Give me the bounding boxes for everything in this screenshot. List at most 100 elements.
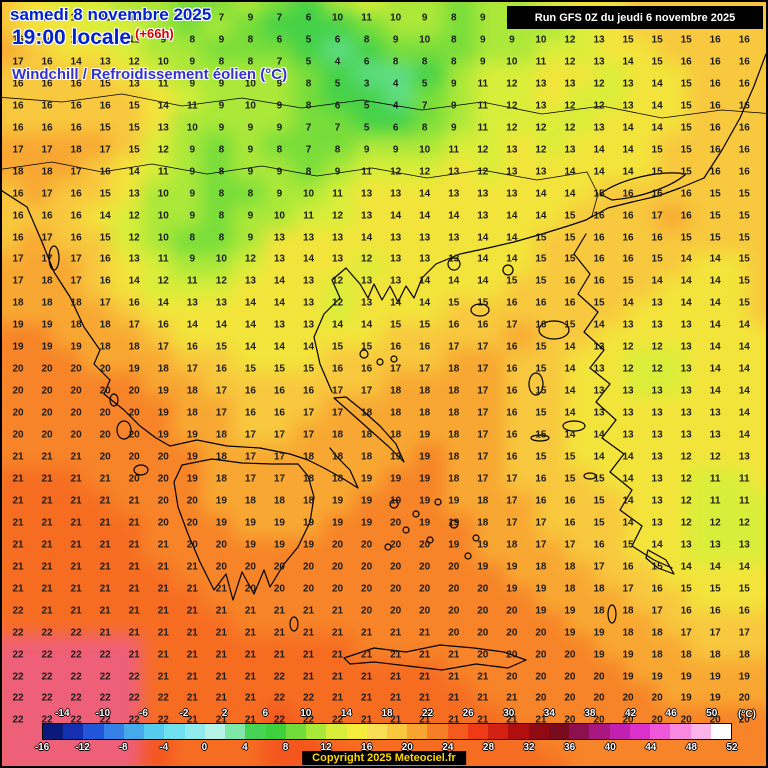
temp-value: 13 xyxy=(738,451,750,463)
temp-value: 21 xyxy=(99,539,111,551)
temp-value: 18 xyxy=(593,583,605,595)
temp-value: 18 xyxy=(70,144,82,156)
temp-value: 12 xyxy=(419,166,431,178)
temp-value: 12 xyxy=(506,100,518,112)
temp-value: 16 xyxy=(738,166,750,178)
field-cell xyxy=(171,348,203,373)
temp-value: 8 xyxy=(189,232,196,243)
temp-value: 21 xyxy=(273,605,285,617)
temp-value: 10 xyxy=(302,188,315,200)
temp-value: 20 xyxy=(157,495,169,507)
temp-value: 8 xyxy=(421,56,428,68)
temp-value: 16 xyxy=(738,122,750,134)
field-cell xyxy=(535,133,566,158)
temp-value: 14 xyxy=(564,407,576,419)
field-cell xyxy=(141,395,172,420)
temp-value: 21 xyxy=(157,649,169,661)
field-cell xyxy=(596,348,627,373)
field-cell xyxy=(687,228,718,253)
temp-value: 14 xyxy=(99,210,111,222)
temp-value: 10 xyxy=(244,100,256,112)
temp-value: 20 xyxy=(41,363,53,375)
temp-value: 8 xyxy=(218,188,225,200)
temp-value: 13 xyxy=(535,166,547,178)
temp-value: 9 xyxy=(450,122,457,134)
temp-value: 13 xyxy=(622,78,634,90)
field-cell xyxy=(383,252,415,277)
field-cell xyxy=(232,300,263,325)
temp-value: 14 xyxy=(651,78,663,90)
field-cell xyxy=(596,228,627,253)
field-cell xyxy=(474,276,506,301)
field-cell xyxy=(50,2,81,14)
temp-value: 14 xyxy=(564,385,576,397)
temp-value: 15 xyxy=(535,451,547,463)
field-cell xyxy=(656,204,688,229)
temp-value: 20 xyxy=(41,407,53,419)
temp-value: 13 xyxy=(448,232,460,243)
temp-value: 5 xyxy=(363,100,370,112)
field-cell xyxy=(80,395,112,420)
temp-value: 15 xyxy=(477,297,489,309)
field-cell xyxy=(293,13,324,38)
field-cell xyxy=(505,348,536,373)
field-cell xyxy=(474,300,506,325)
field-cell xyxy=(2,61,21,86)
temp-value: 11 xyxy=(332,188,343,200)
field-cell xyxy=(232,276,263,301)
temp-value: 15 xyxy=(593,188,605,200)
field-cell xyxy=(202,348,233,373)
temp-value: 14 xyxy=(128,166,140,178)
temp-value: 18 xyxy=(535,561,547,573)
field-cell xyxy=(535,85,566,110)
field-cell xyxy=(50,276,81,301)
field-cell xyxy=(414,228,445,253)
temp-value: 13 xyxy=(680,539,692,551)
temp-value: 20 xyxy=(12,407,24,419)
field-cell xyxy=(414,324,445,349)
temp-value: 12 xyxy=(709,517,721,529)
temp-value: 20 xyxy=(12,429,24,441)
field-cell xyxy=(717,276,748,301)
field-cell xyxy=(353,181,384,205)
temp-value: 14 xyxy=(680,253,692,265)
temp-value: 21 xyxy=(361,649,373,661)
temp-value: 21 xyxy=(12,451,24,463)
temp-value: 21 xyxy=(448,692,460,704)
temp-value: 20 xyxy=(709,714,721,726)
temp-value: 16 xyxy=(709,605,721,617)
temp-value: 21 xyxy=(244,671,256,682)
temp-value: 18 xyxy=(41,166,53,178)
temp-value: 18 xyxy=(302,451,315,463)
temp-value: 22 xyxy=(70,671,82,682)
temp-value: 13 xyxy=(419,232,431,243)
temp-value: 13 xyxy=(593,385,605,397)
field-cell xyxy=(293,109,324,134)
field-cell xyxy=(414,37,445,62)
field-cell xyxy=(80,133,112,158)
temp-value: 17 xyxy=(273,451,285,463)
field-cell xyxy=(80,37,112,62)
temp-value: 17 xyxy=(535,517,547,529)
temp-value: 22 xyxy=(99,692,111,704)
field-cell xyxy=(2,13,21,38)
field-cell xyxy=(383,133,415,158)
temp-value: 13 xyxy=(361,297,373,309)
temp-value: 20 xyxy=(448,583,460,595)
temp-value: 21 xyxy=(331,649,344,661)
temp-value: 9 xyxy=(218,100,225,112)
field-cell xyxy=(141,157,172,182)
field-cell xyxy=(2,252,21,277)
temp-value: 22 xyxy=(302,714,315,726)
temp-value: 14 xyxy=(738,561,750,573)
temp-value: 20 xyxy=(41,429,53,441)
field-cell xyxy=(353,13,384,38)
temp-value: 15 xyxy=(680,144,692,156)
temp-value: 18 xyxy=(564,583,576,595)
temp-value: 16 xyxy=(564,495,576,507)
temp-value: 18 xyxy=(390,407,402,419)
field-cell xyxy=(262,204,294,229)
temp-value: 19 xyxy=(157,407,169,419)
field-cell xyxy=(535,204,566,229)
field-cell xyxy=(414,181,445,205)
